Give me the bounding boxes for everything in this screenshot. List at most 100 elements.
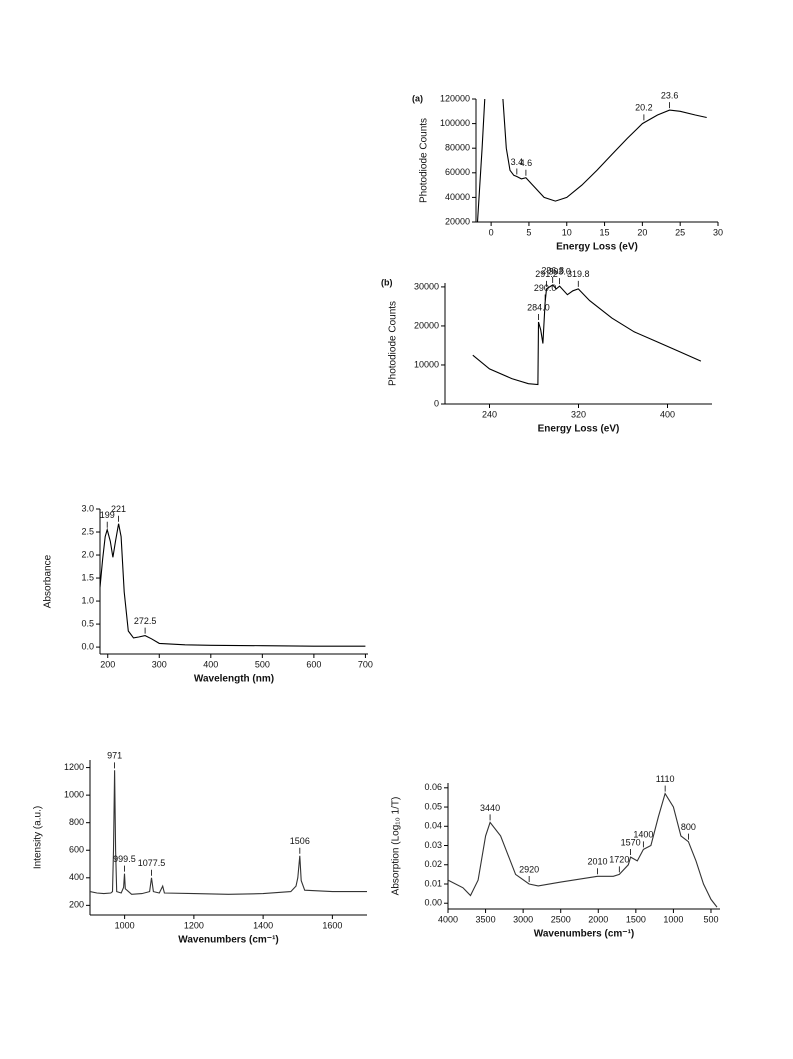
y-axis-label: Absorption (Log₁₀ 1/T)	[391, 797, 402, 896]
annotation: 272.5	[134, 616, 157, 626]
annotation: 1570	[621, 837, 641, 847]
x-axis-label: Energy Loss (eV)	[556, 242, 638, 253]
y-tick-label: 3.0	[81, 503, 94, 513]
x-tick-label: 3500	[476, 914, 496, 924]
data-line	[476, 99, 707, 222]
x-tick-label: 300	[152, 659, 167, 669]
annotation: 971	[107, 751, 122, 761]
x-tick-label: 600	[306, 659, 321, 669]
y-tick-label: 400	[69, 872, 84, 882]
x-tick-label: 3000	[513, 914, 533, 924]
x-tick-label: 240	[482, 409, 497, 419]
annotation: 20.2	[635, 103, 653, 113]
x-tick-label: 400	[203, 659, 218, 669]
chart: 200 300 400 500 600 700 0.0 0.5 1.0 1.5 2.0 2.5 3.0 W…	[43, 503, 373, 684]
y-tick-label: 20000	[445, 216, 470, 226]
y-tick-label: 600	[69, 845, 84, 855]
y-tick-label: 60000	[445, 167, 470, 177]
y-axis-label: Photodiode Counts	[388, 301, 399, 386]
y-tick-label: 2.0	[81, 549, 94, 559]
y-tick-label: 40000	[445, 192, 470, 202]
x-tick-label: 10	[562, 227, 572, 237]
y-tick-label: 2.5	[81, 526, 94, 536]
annotation: 3440	[480, 803, 500, 813]
annotation: 999.5	[113, 854, 136, 864]
x-tick-label: 5	[526, 227, 531, 237]
y-tick-label: 0.06	[424, 782, 442, 792]
y-tick-label: 20000	[414, 320, 439, 330]
y-tick-label: 1000	[64, 790, 84, 800]
x-tick-label: 2500	[551, 914, 571, 924]
annotation: 1077.5	[138, 858, 166, 868]
panel-label: (a)	[412, 93, 423, 103]
annotation: 800	[681, 822, 696, 832]
y-tick-label: 200	[69, 900, 84, 910]
y-tick-label: 0.00	[424, 898, 442, 908]
y-tick-label: 0.01	[424, 878, 442, 888]
x-tick-label: 1000	[115, 920, 135, 930]
annotation: 319.8	[567, 269, 590, 279]
y-tick-label: 0.03	[424, 840, 442, 850]
y-axis-label: Absorbance	[43, 554, 54, 608]
annotation: 1110	[656, 774, 675, 784]
y-tick-label: 0.05	[424, 801, 442, 811]
chart: 0 5 10 15 20 25 30 20000 40000 60000 80000 100000 12…	[412, 90, 723, 252]
y-tick-label: 1200	[64, 762, 84, 772]
y-tick-label: 0.02	[424, 859, 442, 869]
y-tick-label: 0.5	[81, 618, 94, 628]
chart: 1000 1200 1400 1600 200 400 600 800 1000 1200 Wave…	[33, 751, 367, 946]
x-tick-label: 500	[255, 659, 270, 669]
x-axis-label: Wavenumbers (cm⁻¹)	[178, 935, 278, 946]
annotation: 3.4	[511, 157, 524, 167]
data-line	[90, 770, 367, 895]
annotation: 221	[111, 504, 126, 514]
data-line	[448, 792, 718, 908]
x-tick-label: 4000	[438, 914, 458, 924]
x-tick-label: 400	[660, 409, 675, 419]
y-tick-label: 0	[434, 398, 439, 408]
x-tick-label: 30	[713, 227, 723, 237]
x-axis-label: Wavelength (nm)	[194, 674, 274, 685]
y-tick-label: 1.5	[81, 572, 94, 582]
x-axis-label: Wavenumbers (cm⁻¹)	[534, 929, 634, 940]
y-tick-label: 30000	[414, 281, 439, 291]
x-tick-label: 1500	[626, 914, 646, 924]
x-tick-label: 320	[571, 409, 586, 419]
annotation: 291.2	[535, 269, 558, 279]
y-tick-label: 100000	[440, 118, 470, 128]
x-tick-label: 1600	[322, 920, 342, 930]
x-tick-label: 25	[675, 227, 685, 237]
annotation: 296.8	[541, 265, 564, 275]
annotation: 2920	[519, 864, 539, 874]
x-tick-label: 1400	[253, 920, 273, 930]
x-tick-label: 20	[637, 227, 647, 237]
chart: 4000 3500 3000 2500 2000 1500 1000 500 0.00 0.01 0…	[391, 774, 720, 940]
annotation: 4.6	[520, 158, 533, 168]
panel-label: (b)	[381, 277, 393, 287]
x-tick-label: 2000	[588, 914, 608, 924]
x-tick-label: 500	[703, 914, 718, 924]
chart: 240 320 400 0 10000 20000 30000 Energy Loss (eV…	[381, 265, 712, 435]
y-tick-label: 10000	[414, 359, 439, 369]
y-tick-label: 80000	[445, 143, 470, 153]
annotation: 303.0	[548, 266, 571, 276]
y-tick-label: 0.0	[81, 641, 94, 651]
data-line	[472, 284, 702, 386]
annotation: 23.6	[661, 90, 679, 100]
annotation: 1720	[609, 855, 629, 865]
x-tick-label: 700	[358, 659, 373, 669]
annotation: 2010	[588, 857, 608, 867]
annotation: 1506	[290, 836, 310, 846]
y-tick-label: 0.04	[424, 821, 442, 831]
y-tick-label: 1.0	[81, 595, 94, 605]
data-line	[100, 523, 366, 647]
annotation: 284.0	[527, 302, 550, 312]
y-axis-label: Photodiode Counts	[419, 118, 430, 203]
y-axis-label: Intensity (a.u.)	[33, 806, 44, 869]
annotation: 199	[100, 510, 115, 520]
x-tick-label: 15	[600, 227, 610, 237]
annotation: 1400	[633, 830, 653, 840]
x-tick-label: 1200	[184, 920, 204, 930]
x-axis-label: Energy Loss (eV)	[538, 424, 620, 435]
